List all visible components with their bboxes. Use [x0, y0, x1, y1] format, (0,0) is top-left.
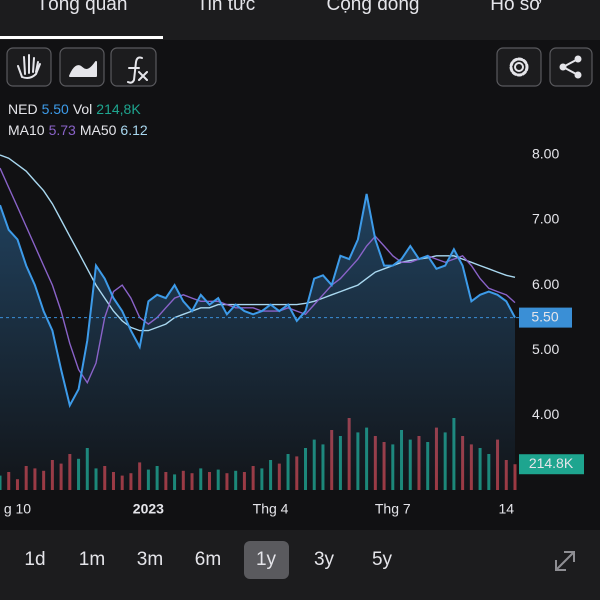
legend-ma10-label: MA10 — [8, 122, 45, 138]
legend-vol-label: Vol — [73, 101, 92, 117]
y-tick-label: 6.00 — [532, 276, 559, 292]
legend-price: 5.50 — [42, 101, 69, 117]
area-icon — [69, 61, 97, 77]
range-selected-bg — [244, 541, 289, 579]
legend-vol: 214,8K — [96, 101, 141, 117]
y-tick-label: 4.00 — [532, 406, 559, 422]
price-label: 5.50 — [531, 308, 558, 324]
tab[interactable]: Cộng đồng — [327, 0, 420, 15]
range-button[interactable]: 1m — [79, 549, 105, 570]
volume-label: 214.8K — [529, 455, 574, 471]
gear-icon — [514, 62, 524, 72]
price-area — [0, 193, 515, 490]
gear-teeth — [509, 57, 529, 77]
legend-line-1: NED 5.50 Vol 214,8K — [8, 101, 141, 117]
legend-ma50: 6.12 — [120, 122, 147, 138]
hand-icon — [17, 54, 41, 79]
range-button[interactable]: 5y — [372, 549, 393, 570]
x-tick-label: 2023 — [133, 501, 164, 517]
price-line — [0, 193, 516, 409]
legend-symbol: NED — [8, 101, 38, 117]
tab[interactable]: Tổng quan — [37, 0, 128, 15]
share-button[interactable] — [549, 47, 593, 87]
fullscreen-button[interactable] — [555, 551, 575, 571]
x-tick-label: 14 — [498, 501, 514, 517]
range-button[interactable]: 6m — [195, 549, 221, 570]
legend-line-2: MA10 5.73 MA50 6.12 — [8, 122, 148, 138]
range-bar — [0, 530, 600, 600]
range-button[interactable]: 3y — [314, 549, 335, 570]
tab-underline — [0, 36, 163, 39]
tab[interactable]: Tin tức — [197, 0, 255, 15]
price-label-box — [519, 307, 572, 328]
range-button[interactable]: 1d — [24, 549, 45, 570]
range-button[interactable]: 3m — [137, 549, 163, 570]
fx-icon — [127, 56, 148, 84]
tab[interactable]: Hồ sơ — [490, 0, 542, 15]
range-button[interactable]: 1y — [256, 549, 277, 570]
x-tick-label: Thg 7 — [375, 501, 411, 517]
legend-ma50-label: MA50 — [80, 122, 117, 138]
volume-label-box — [519, 454, 584, 475]
legend-ma10: 5.73 — [49, 122, 76, 138]
y-tick-label: 5.00 — [532, 341, 559, 357]
x-tick-label: g 10 — [4, 501, 31, 517]
y-tick-label: 8.00 — [532, 146, 559, 162]
tab-bar — [0, 0, 600, 40]
x-tick-label: Thg 4 — [253, 501, 289, 517]
y-tick-label: 7.00 — [532, 211, 559, 227]
settings-button[interactable] — [496, 47, 542, 87]
